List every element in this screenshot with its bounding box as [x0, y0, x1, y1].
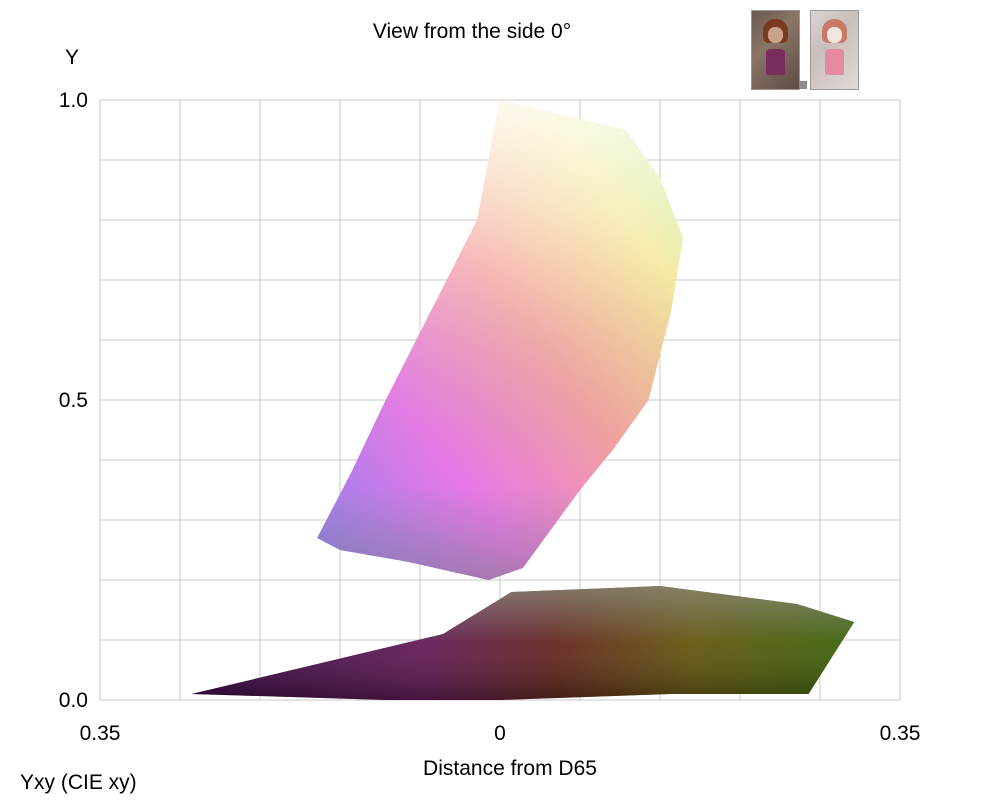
data-clusters — [191, 100, 855, 700]
y-tick-label: 0.0 — [59, 689, 88, 712]
data-cluster-upper-shading — [317, 100, 683, 580]
character-figure — [819, 19, 850, 79]
thumbnail-separator — [799, 81, 807, 89]
x-tick-label: 0.35 — [80, 722, 121, 745]
x-axis-label: Distance from D65 — [423, 757, 597, 780]
converted-image-thumbnail — [810, 10, 859, 90]
tick-labels: 0.35 0 0.35 0.0 0.5 1.0 — [59, 89, 921, 745]
y-tick-label: 0.5 — [59, 389, 88, 412]
y-tick-label: 1.0 — [59, 89, 88, 112]
color-space-label: Yxy (CIE xy) — [20, 771, 137, 794]
source-image-thumbnail — [751, 10, 800, 90]
character-figure — [760, 19, 791, 79]
x-tick-label: 0.35 — [880, 722, 921, 745]
y-axis-label: Y — [65, 46, 79, 69]
x-tick-label: 0 — [494, 722, 506, 745]
data-cluster-lower-shading — [191, 586, 855, 700]
chart-title: View from the side 0° — [373, 20, 571, 43]
